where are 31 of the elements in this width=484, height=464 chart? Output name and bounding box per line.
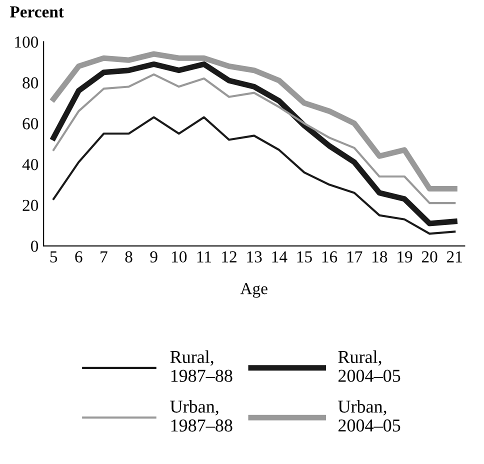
y-tick-label: 0 bbox=[31, 240, 38, 252]
x-tick-label: 15 bbox=[297, 251, 312, 263]
x-tick-label: 9 bbox=[150, 251, 158, 263]
x-tick-label: 14 bbox=[272, 251, 288, 262]
legend-label: Urban, 2004–05 bbox=[338, 400, 400, 432]
legend-label: Rural, 1987–88 bbox=[170, 350, 232, 382]
x-tick-label: 10 bbox=[172, 251, 187, 263]
legend-label: Urban, 1987–88 bbox=[170, 400, 232, 432]
x-tick-label: 5 bbox=[50, 251, 58, 263]
x-axis-title: Age bbox=[240, 283, 268, 298]
x-tick-label: 6 bbox=[75, 251, 82, 263]
x-tick-label: 19 bbox=[398, 251, 412, 263]
y-tick-label: 100 bbox=[15, 36, 38, 48]
y-axis-title: Percent bbox=[10, 6, 64, 18]
line-series bbox=[52, 116, 456, 235]
line-series bbox=[52, 73, 456, 204]
y-tick-label: 80 bbox=[22, 77, 38, 89]
x-tick-label: 7 bbox=[100, 251, 108, 262]
x-tick-label: 18 bbox=[372, 251, 388, 263]
x-tick-label: 8 bbox=[125, 251, 132, 263]
x-tick-label: 16 bbox=[322, 251, 338, 263]
x-tick-label: 11 bbox=[197, 251, 211, 262]
x-tick-label: 20 bbox=[422, 251, 438, 263]
x-tick-label: 17 bbox=[347, 251, 362, 262]
x-tick-label: 21 bbox=[447, 251, 462, 262]
y-tick-label: 40 bbox=[22, 158, 38, 170]
x-tick-label: 13 bbox=[247, 251, 262, 263]
y-tick-label: 20 bbox=[22, 200, 38, 212]
x-tick-label: 12 bbox=[222, 251, 236, 262]
legend-label: Rural, 2004–05 bbox=[338, 350, 400, 382]
y-tick-label: 60 bbox=[22, 118, 38, 130]
